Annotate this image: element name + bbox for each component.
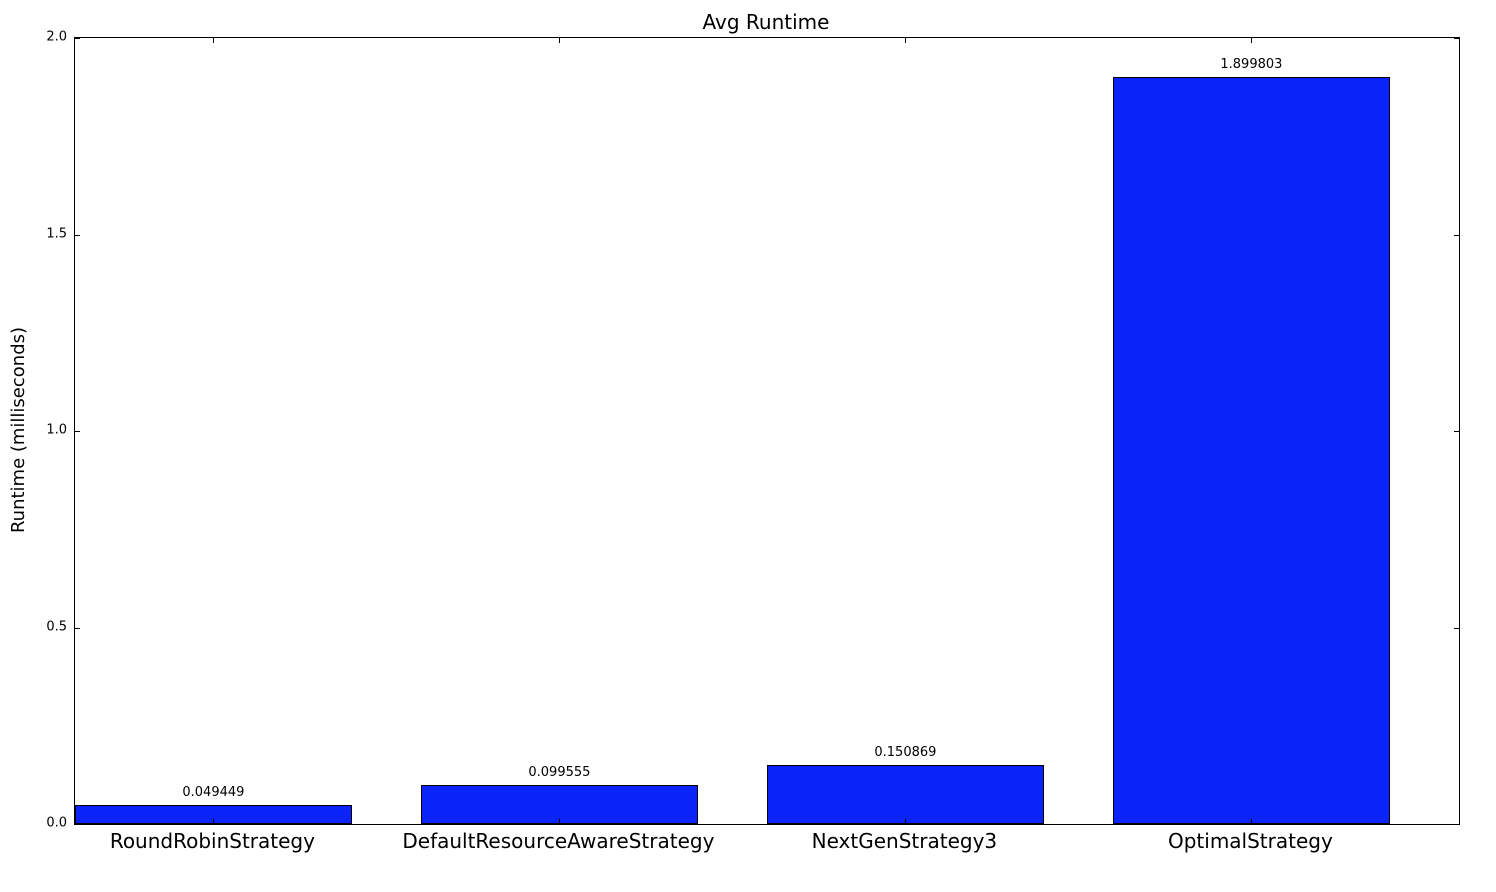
bar-value-label: 1.899803 (1220, 57, 1283, 73)
chart-title: Avg Runtime (702, 10, 830, 34)
y-tick-mark (1454, 38, 1459, 39)
x-tick-mark (213, 38, 215, 43)
y-tick-mark (1454, 431, 1459, 432)
x-tick-mark (1251, 38, 1253, 43)
bar-OptimalStrategy (1113, 77, 1390, 824)
y-axis-label-text: Runtime (milliseconds) (8, 326, 29, 534)
x-tick-label-NextGenStrategy3: NextGenStrategy3 (811, 829, 998, 853)
y-tick-mark (75, 627, 80, 629)
bar-value-label: 0.049449 (182, 784, 245, 800)
x-tick-mark (905, 819, 907, 824)
y-tick-label: 2.0 (46, 29, 67, 45)
x-tick-mark (213, 819, 215, 824)
y-tick-label: 1.5 (46, 226, 67, 241)
bar-value-label: 0.099555 (528, 764, 591, 780)
y-tick-label: 0.0 (46, 815, 67, 831)
y-tick-label: 1.0 (46, 422, 67, 438)
y-tick-label: 0.5 (46, 619, 67, 634)
x-tick-label-DefaultResourceAwareStrategy: DefaultResourceAwareStrategy (402, 829, 715, 853)
x-tick-label-OptimalStrategy: OptimalStrategy (1167, 829, 1333, 853)
x-tick-label-RoundRobinStrategy: RoundRobinStrategy (109, 829, 315, 853)
y-tick-mark (1454, 627, 1459, 629)
x-tick-mark (559, 819, 561, 824)
y-tick-mark (75, 234, 80, 236)
y-tick-mark (1454, 824, 1459, 825)
y-tick-mark (1454, 234, 1459, 236)
y-tick-mark (75, 824, 80, 825)
x-tick-mark (1251, 819, 1253, 824)
bar-NextGenStrategy3 (767, 764, 1044, 824)
y-tick-mark (75, 431, 80, 432)
plot-area: 0.049449 0.099555 0.150869 1.899803 (74, 37, 1460, 825)
bar-value-label: 0.150869 (874, 744, 937, 760)
y-tick-mark (75, 38, 80, 39)
x-tick-mark (905, 38, 907, 43)
x-tick-mark (559, 38, 561, 43)
